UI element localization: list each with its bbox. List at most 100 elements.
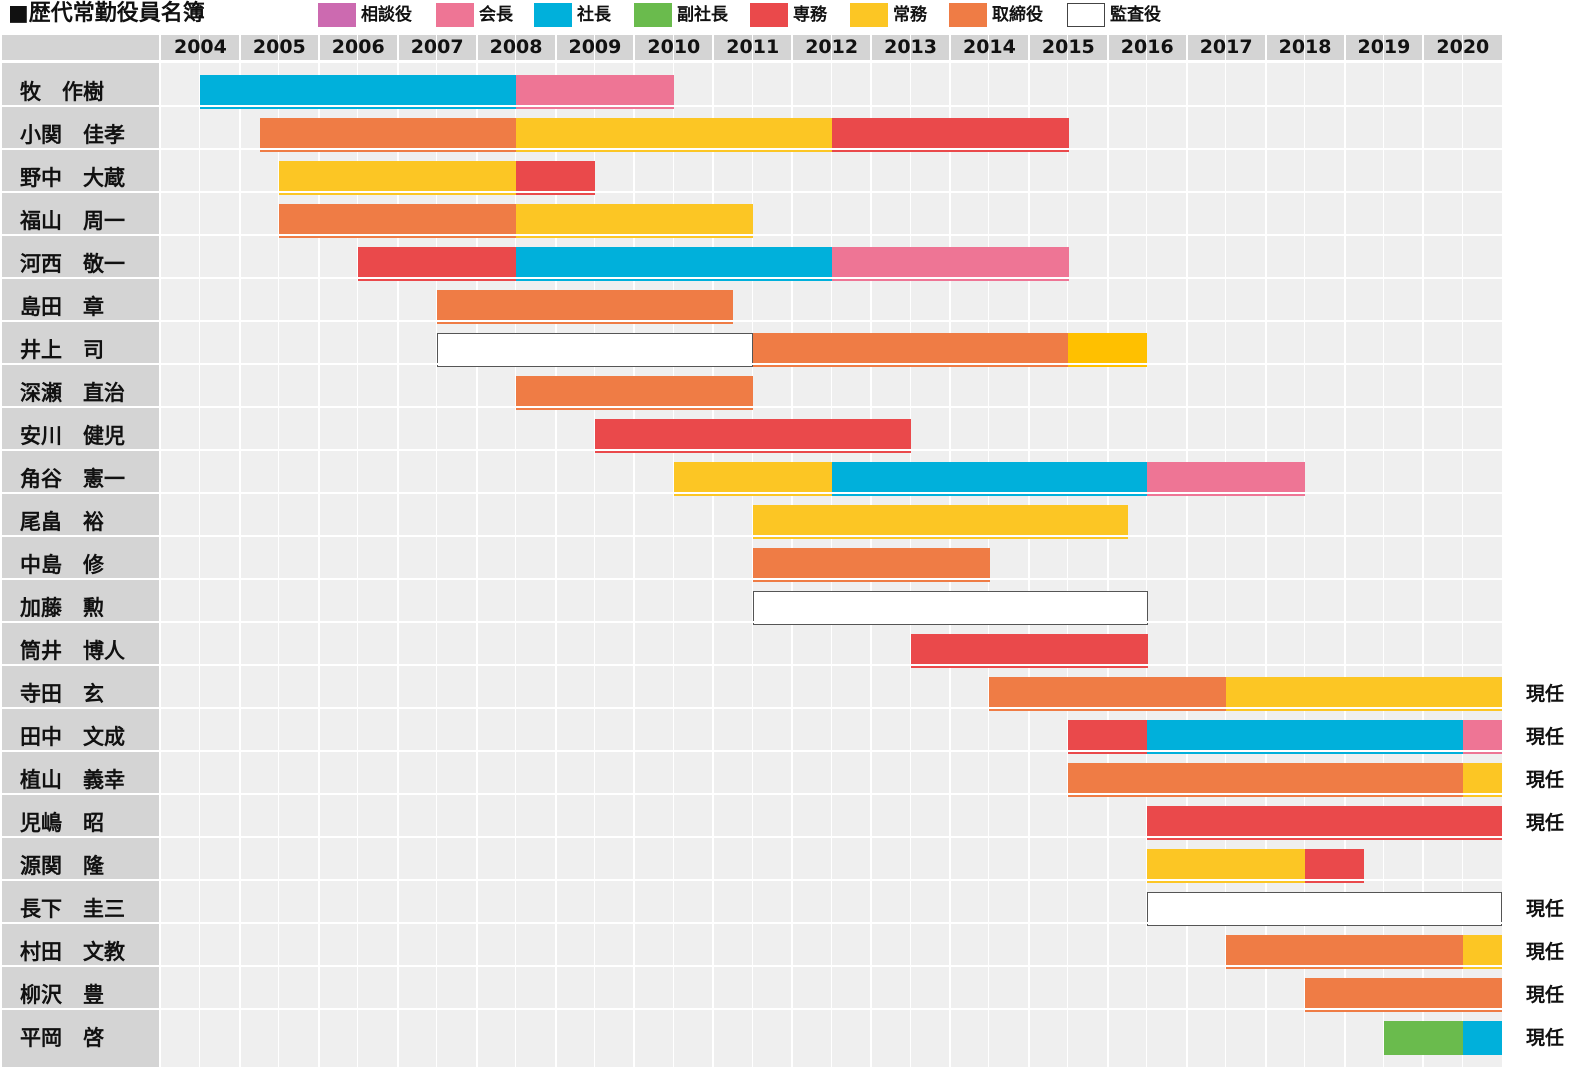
person-name: 福山 周一 bbox=[20, 209, 125, 233]
year-label: 2016 bbox=[1120, 36, 1174, 58]
grid-line bbox=[633, 35, 635, 1067]
legend-swatch bbox=[1067, 3, 1105, 27]
tenure-bar-senmu bbox=[1147, 806, 1502, 840]
person-name: 安川 健児 bbox=[20, 424, 125, 448]
current-status-label: 現任 bbox=[1526, 683, 1565, 705]
legend-label: 副社長 bbox=[677, 5, 728, 25]
tenure-bar-torishimari bbox=[753, 333, 1069, 367]
person-name: 植山 義幸 bbox=[20, 768, 125, 792]
row-separator bbox=[2, 277, 1502, 279]
row-separator bbox=[2, 191, 1502, 193]
year-label: 2020 bbox=[1436, 36, 1490, 58]
row-separator bbox=[2, 879, 1502, 881]
grid-line bbox=[1146, 35, 1147, 1067]
tenure-bar-torishimari bbox=[516, 376, 753, 410]
person-name: 角谷 憲一 bbox=[20, 467, 125, 491]
tenure-bar-jomu bbox=[1226, 677, 1502, 711]
year-label: 2005 bbox=[252, 36, 306, 58]
legend-swatch bbox=[318, 3, 356, 27]
year-label: 2008 bbox=[489, 36, 543, 58]
person-name: 村田 文教 bbox=[20, 940, 125, 964]
tenure-bar-kansa bbox=[1147, 892, 1502, 926]
grid-line bbox=[397, 35, 399, 1067]
year-label: 2017 bbox=[1199, 36, 1253, 58]
year-label: 2018 bbox=[1278, 36, 1332, 58]
grid-line bbox=[1107, 35, 1109, 1067]
person-name: 河西 敬一 bbox=[20, 252, 125, 276]
tenure-bar-senmu bbox=[516, 161, 595, 195]
current-status-label: 現任 bbox=[1526, 769, 1565, 791]
legend-swatch bbox=[534, 3, 572, 27]
legend-label: 取締役 bbox=[992, 5, 1043, 25]
current-status-label: 現任 bbox=[1526, 941, 1565, 963]
legend-label: 相談役 bbox=[361, 5, 412, 25]
year-label: 2012 bbox=[805, 36, 859, 58]
tenure-bar-jomu bbox=[753, 505, 1128, 539]
year-label: 2015 bbox=[1041, 36, 1095, 58]
tenure-bar-senmu bbox=[358, 247, 516, 281]
legend-label: 社長 bbox=[577, 5, 611, 25]
person-name: 柳沢 豊 bbox=[20, 983, 104, 1007]
legend-label: 専務 bbox=[793, 5, 827, 25]
grid-line bbox=[159, 35, 161, 1067]
year-label: 2013 bbox=[884, 36, 937, 58]
row-separator bbox=[2, 750, 1502, 752]
legend-swatch bbox=[634, 3, 672, 27]
tenure-bar-kaicho bbox=[832, 247, 1069, 281]
tenure-bar-senmu bbox=[1068, 720, 1147, 754]
tenure-bar-kaicho bbox=[1463, 720, 1502, 754]
year-label: 2006 bbox=[331, 36, 385, 58]
grid-line bbox=[476, 35, 478, 1067]
row-separator bbox=[2, 922, 1502, 924]
grid-line bbox=[318, 35, 320, 1067]
current-status-label: 現任 bbox=[1526, 726, 1565, 748]
grid-line bbox=[1028, 35, 1030, 1067]
row-separator bbox=[2, 492, 1502, 494]
grid-line bbox=[1225, 35, 1226, 1067]
year-label: 2011 bbox=[726, 36, 780, 58]
tenure-bar-torishimari bbox=[753, 548, 990, 582]
grid-line bbox=[515, 35, 516, 1067]
row-separator bbox=[2, 707, 1502, 709]
person-name: 筒井 博人 bbox=[20, 639, 125, 663]
grid-line bbox=[1265, 35, 1267, 1067]
tenure-bar-fukushacho bbox=[1384, 1021, 1463, 1055]
legend-label: 常務 bbox=[893, 5, 927, 25]
grid-line bbox=[199, 35, 200, 1067]
row-separator bbox=[2, 320, 1502, 322]
person-name: 牧 作樹 bbox=[20, 80, 104, 104]
row-separator bbox=[2, 621, 1502, 623]
row-separator bbox=[2, 406, 1502, 408]
year-label: 2004 bbox=[173, 36, 227, 58]
legend-swatch bbox=[436, 3, 474, 27]
grid-line bbox=[1304, 35, 1305, 1067]
legend-swatch bbox=[850, 3, 888, 27]
tenure-bar-senmu bbox=[832, 118, 1069, 152]
grid-line bbox=[1186, 35, 1188, 1067]
grid-line bbox=[1344, 35, 1346, 1067]
tenure-bar-torishimari bbox=[437, 290, 733, 324]
person-name: 田中 文成 bbox=[20, 725, 125, 749]
grid-line bbox=[555, 35, 557, 1067]
grid-line bbox=[239, 35, 241, 1067]
grid-line bbox=[357, 35, 358, 1067]
tenure-bar-kansa bbox=[753, 591, 1148, 625]
tenure-bar-senmu bbox=[1305, 849, 1364, 883]
legend-label: 監査役 bbox=[1110, 5, 1161, 25]
current-status-label: 現任 bbox=[1526, 812, 1565, 834]
year-label: 2010 bbox=[647, 36, 701, 58]
tenure-bar-torishimari bbox=[989, 677, 1226, 711]
grid-line bbox=[1383, 35, 1384, 1067]
current-status-label: 現任 bbox=[1526, 984, 1565, 1006]
person-name: 野中 大蔵 bbox=[20, 166, 125, 190]
grid-line bbox=[278, 35, 279, 1067]
tenure-bar-jomu bbox=[1147, 849, 1305, 883]
tenure-bar-kaicho bbox=[516, 75, 674, 109]
tenure-bar-senmu bbox=[595, 419, 911, 453]
year-label: 2009 bbox=[568, 36, 622, 58]
row-separator bbox=[2, 664, 1502, 666]
person-name: 加藤 勲 bbox=[20, 596, 104, 620]
person-name: 島田 章 bbox=[20, 295, 104, 319]
row-separator bbox=[2, 105, 1502, 107]
row-separator bbox=[2, 449, 1502, 451]
